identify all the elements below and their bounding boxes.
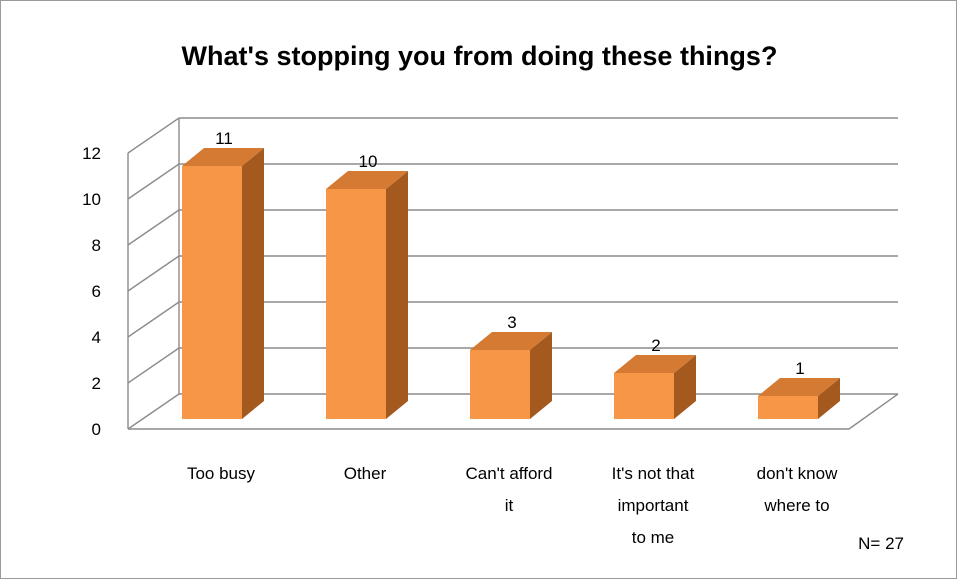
x-tick-label: don't know bbox=[757, 464, 838, 483]
side-gridline bbox=[127, 301, 180, 338]
y-tick-label: 6 bbox=[92, 282, 101, 301]
bar-side bbox=[674, 355, 696, 419]
side-gridline bbox=[127, 393, 180, 430]
bar-side bbox=[530, 332, 552, 419]
x-tick-label: Other bbox=[344, 464, 387, 483]
x-tick-label: It's not that bbox=[612, 464, 695, 483]
x-tick-label: where to bbox=[763, 496, 829, 515]
floor bbox=[128, 393, 899, 430]
x-tick-label: it bbox=[505, 496, 514, 515]
bar bbox=[326, 189, 386, 419]
bar bbox=[758, 396, 818, 419]
side-gridline bbox=[127, 255, 180, 292]
side-gridline bbox=[127, 117, 180, 154]
sample-size-note: N= 27 bbox=[858, 534, 904, 553]
bar-top bbox=[470, 332, 552, 350]
bar-top bbox=[326, 171, 408, 189]
x-tick-label: Too busy bbox=[187, 464, 256, 483]
bar bbox=[614, 373, 674, 419]
side-gridline bbox=[127, 209, 180, 246]
y-tick-label: 2 bbox=[92, 374, 101, 393]
y-tick-label: 12 bbox=[82, 144, 101, 163]
y-tick-label: 0 bbox=[92, 420, 101, 439]
y-tick-label: 8 bbox=[92, 236, 101, 255]
bar-top bbox=[182, 148, 264, 166]
data-label: 10 bbox=[359, 152, 378, 171]
side-gridline bbox=[127, 163, 180, 200]
bar-top bbox=[758, 378, 840, 396]
y-tick-label: 10 bbox=[82, 190, 101, 209]
bar-side bbox=[386, 171, 408, 419]
bar bbox=[182, 166, 242, 419]
x-tick-label: important bbox=[618, 496, 689, 515]
data-label: 1 bbox=[795, 359, 804, 378]
bar-side bbox=[242, 148, 264, 419]
x-tick-label: Can't afford bbox=[465, 464, 552, 483]
bar-side bbox=[818, 378, 840, 419]
bar bbox=[470, 350, 530, 419]
chart-title: What's stopping you from doing these thi… bbox=[181, 41, 778, 71]
data-label: 11 bbox=[215, 129, 233, 148]
x-tick-label: to me bbox=[632, 528, 675, 547]
y-tick-label: 4 bbox=[92, 328, 101, 347]
data-label: 2 bbox=[651, 336, 660, 355]
side-gridline bbox=[127, 347, 180, 384]
data-label: 3 bbox=[507, 313, 516, 332]
bar-top bbox=[614, 355, 696, 373]
